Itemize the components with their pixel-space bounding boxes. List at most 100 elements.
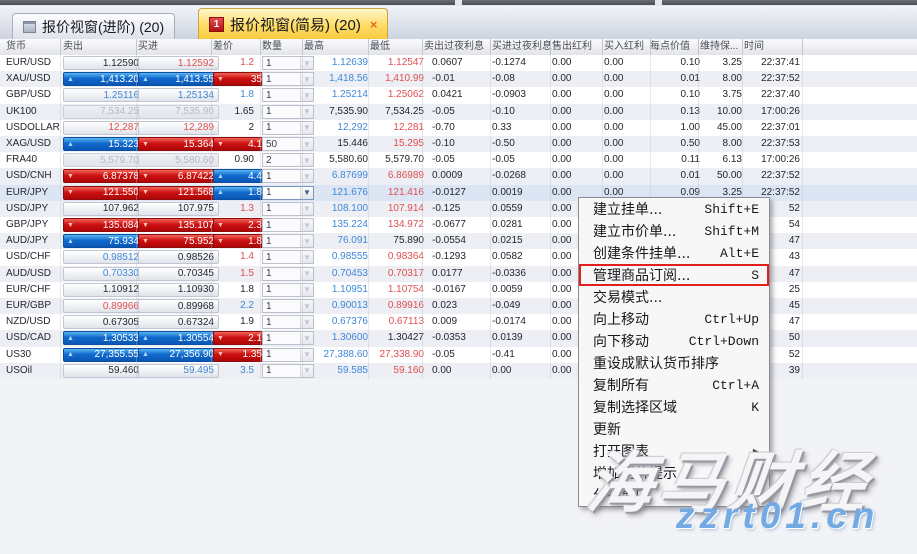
sell-price-cell[interactable]: ▲ 1.30533 bbox=[63, 331, 144, 346]
sell-price-cell[interactable]: ▲ 1,413.20 bbox=[63, 72, 144, 87]
quantity-dropdown[interactable]: 1 ▼ bbox=[262, 315, 314, 330]
column-header-sell-dividend[interactable]: 售出红利 bbox=[552, 41, 592, 52]
menu-item[interactable]: 更新 bbox=[579, 418, 769, 440]
tab-quote-window-advanced[interactable]: 报价视窗(进阶) (20) bbox=[12, 13, 176, 39]
table-row[interactable]: EUR/USD 1.12590 1.12592 1.2 1 ▼ 1.12639 1.12547… bbox=[0, 55, 917, 72]
buy-price-cell[interactable]: ▼ 15.364 bbox=[138, 137, 219, 151]
buy-price-cell[interactable]: 1.10930 bbox=[138, 282, 219, 297]
column-header-margin[interactable]: 维持保... bbox=[700, 41, 739, 52]
table-row[interactable]: USD/JPY 107.962 107.975 1.3 1 ▼ 108.100 107.914… bbox=[0, 200, 917, 217]
menu-item[interactable]: 建立市价单... Shift+M bbox=[579, 220, 769, 242]
quantity-dropdown[interactable]: 1 ▼ bbox=[262, 250, 314, 265]
column-header-symbol[interactable]: 货币 bbox=[6, 41, 26, 52]
buy-price-cell[interactable]: ▲ 1,413.55 bbox=[138, 72, 219, 87]
quantity-dropdown[interactable]: 1 ▼ bbox=[262, 331, 314, 346]
table-row[interactable]: AUD/JPY ▲ 75.934 ▼ 75.952 ▼ 1.8 1 ▼ 76.091 75.890-… bbox=[0, 233, 917, 250]
buy-price-cell[interactable]: ▼ 121.568 bbox=[138, 185, 219, 200]
table-row[interactable]: UK100 7,534.25 7,535.90 1.65 1 ▼ 7,535.90 7,534… bbox=[0, 103, 917, 120]
menu-item[interactable]: 向下移动 Ctrl+Down bbox=[579, 330, 769, 352]
table-row[interactable]: USD/CNH ▼ 6.87378 ▼ 6.87422 ▲ 4.4 1 ▼ 6.87699 6.86… bbox=[0, 168, 917, 185]
menu-item[interactable]: 打开图表 ▶ bbox=[579, 440, 769, 462]
table-row[interactable]: US30 ▲ 27,355.55 ▲ 27,356.90 ▼ 1.35 1 ▼ 27,388.60… bbox=[0, 346, 917, 363]
buy-price-cell[interactable]: 107.975 bbox=[138, 201, 219, 216]
column-header-sell[interactable]: 卖出 bbox=[63, 41, 83, 52]
menu-item[interactable]: 管理商品订阅... S bbox=[579, 264, 769, 286]
sell-price-cell[interactable]: ▼ 135.084 bbox=[63, 218, 144, 232]
sell-price-cell[interactable]: 0.70330 bbox=[63, 266, 144, 281]
column-header-buy[interactable]: 买进 bbox=[138, 41, 158, 52]
quantity-dropdown[interactable]: 1 ▼ bbox=[262, 363, 314, 378]
quantity-dropdown[interactable]: 1 ▼ bbox=[262, 201, 314, 216]
menu-item[interactable]: 向上移动 Ctrl+Up bbox=[579, 308, 769, 330]
table-row[interactable]: XAU/USD ▲ 1,413.20 ▲ 1,413.55 ▼ 35 1 ▼ 1,418.56 1,… bbox=[0, 71, 917, 88]
buy-price-cell[interactable]: 0.89968 bbox=[138, 299, 219, 313]
table-row[interactable]: USOil 59.460 59.495 3.5 1 ▼ 59.585 59.160 0.00 0.… bbox=[0, 362, 917, 379]
buy-price-cell[interactable]: 0.98526 bbox=[138, 250, 219, 265]
column-header-high[interactable]: 最高 bbox=[304, 41, 324, 52]
column-header-sell-interest[interactable]: 卖出过夜利息 bbox=[424, 41, 484, 52]
sell-price-cell[interactable]: ▼ 121.550 bbox=[63, 185, 144, 200]
table-row[interactable]: EUR/GBP 0.89966 0.89968 2.2 1 ▼ 0.90013 0.89916… bbox=[0, 298, 917, 315]
column-header-spread[interactable]: 差价 bbox=[213, 41, 233, 52]
buy-price-cell[interactable]: 1.12592 bbox=[138, 56, 219, 70]
quantity-dropdown[interactable]: 1 ▼ bbox=[262, 120, 314, 135]
menu-item[interactable]: 建立挂单... Shift+E bbox=[579, 198, 769, 220]
sell-price-cell[interactable]: 107.962 bbox=[63, 201, 144, 216]
buy-price-cell[interactable]: ▼ 6.87422 bbox=[138, 169, 219, 184]
table-row[interactable]: GBP/JPY ▼ 135.084 ▼ 135.107 ▼ 2.3 1 ▼ 135.224 134.… bbox=[0, 217, 917, 234]
sell-price-cell[interactable]: 1.12590 bbox=[63, 56, 144, 70]
sell-price-cell[interactable]: 5,579.70 bbox=[63, 153, 144, 168]
menu-item[interactable]: 创建条件挂单... Alt+E bbox=[579, 242, 769, 264]
sell-price-cell[interactable]: 0.98512 bbox=[63, 250, 144, 265]
column-header-time[interactable]: 时间 bbox=[744, 41, 764, 52]
buy-price-cell[interactable]: ▼ 135.107 bbox=[138, 218, 219, 232]
sell-price-cell[interactable]: ▼ 6.87378 bbox=[63, 169, 144, 184]
buy-price-cell[interactable]: ▲ 1.30554 bbox=[138, 331, 219, 346]
quantity-dropdown[interactable]: 1 ▼ bbox=[262, 72, 314, 87]
buy-price-cell[interactable]: 0.70345 bbox=[138, 266, 219, 281]
quantity-dropdown[interactable]: 1 ▼ bbox=[262, 169, 314, 184]
sell-price-cell[interactable]: ▲ 15.323 bbox=[63, 137, 144, 151]
quantity-dropdown[interactable]: 1 ▼ bbox=[262, 347, 314, 362]
sell-price-cell[interactable]: ▲ 75.934 bbox=[63, 234, 144, 249]
menu-item[interactable]: 复制所有 Ctrl+A bbox=[579, 374, 769, 396]
buy-price-cell[interactable]: 0.67324 bbox=[138, 315, 219, 330]
quantity-dropdown[interactable]: 1 ▼ bbox=[262, 56, 314, 70]
quantity-dropdown[interactable]: 2 ▼ bbox=[262, 153, 314, 168]
buy-price-cell[interactable]: 12,289 bbox=[138, 120, 219, 135]
buy-price-cell[interactable]: ▼ 75.952 bbox=[138, 234, 219, 249]
quantity-dropdown[interactable]: 1 ▼ bbox=[262, 266, 314, 281]
table-row[interactable]: USD/CHF 0.98512 0.98526 1.4 1 ▼ 0.98555 0.98364… bbox=[0, 249, 917, 266]
buy-price-cell[interactable]: ▲ 27,356.90 bbox=[138, 347, 219, 362]
sell-price-cell[interactable]: 0.67305 bbox=[63, 315, 144, 330]
column-header-buy-dividend[interactable]: 买入红利 bbox=[604, 41, 644, 52]
sell-price-cell[interactable]: ▲ 27,355.55 bbox=[63, 347, 144, 362]
quantity-dropdown[interactable]: 1 ▼ bbox=[262, 185, 314, 200]
buy-price-cell[interactable]: 5,580.60 bbox=[138, 153, 219, 168]
sell-price-cell[interactable]: 12,287 bbox=[63, 120, 144, 135]
table-row[interactable]: USD/CAD ▲ 1.30533 ▲ 1.30554 ▼ 2.1 1 ▼ 1.30600 1.30… bbox=[0, 330, 917, 347]
table-row[interactable]: NZD/USD 0.67305 0.67324 1.9 1 ▼ 0.67376 0.67113… bbox=[0, 314, 917, 331]
column-header-pip-value[interactable]: 每点价值 bbox=[650, 41, 690, 52]
sell-price-cell[interactable]: 7,534.25 bbox=[63, 104, 144, 119]
menu-item[interactable]: 分拆窗口 bbox=[579, 484, 769, 506]
column-header-low[interactable]: 最低 bbox=[370, 41, 390, 52]
quantity-dropdown[interactable]: 1 ▼ bbox=[262, 88, 314, 103]
sell-price-cell[interactable]: 1.25116 bbox=[63, 88, 144, 103]
quantity-dropdown[interactable]: 1 ▼ bbox=[262, 234, 314, 249]
close-icon[interactable]: × bbox=[369, 16, 378, 32]
table-row[interactable]: EUR/CHF 1.10912 1.10930 1.8 1 ▼ 1.10951 1.10754… bbox=[0, 281, 917, 298]
table-row[interactable]: GBP/USD 1.25116 1.25134 1.8 1 ▼ 1.25214 1.25062… bbox=[0, 87, 917, 104]
table-row[interactable]: EUR/JPY ▼ 121.550 ▼ 121.568 ▲ 1.8 1 ▼ 121.676 121.… bbox=[0, 184, 917, 201]
quantity-dropdown[interactable]: 1 ▼ bbox=[262, 282, 314, 297]
quantity-dropdown[interactable]: 1 ▼ bbox=[262, 218, 314, 232]
table-row[interactable]: USDOLLAR 12,287 12,289 2 1 ▼ 12,292 12,281 -0.70… bbox=[0, 119, 917, 136]
menu-item[interactable]: 复制选择区域 K bbox=[579, 396, 769, 418]
buy-price-cell[interactable]: 7,535.90 bbox=[138, 104, 219, 119]
quantity-dropdown[interactable]: 50 ▼ bbox=[262, 137, 314, 151]
menu-item[interactable]: 重设成默认货币排序 bbox=[579, 352, 769, 374]
menu-item[interactable]: 交易模式... bbox=[579, 286, 769, 308]
buy-price-cell[interactable]: 1.25134 bbox=[138, 88, 219, 103]
table-row[interactable]: AUD/USD 0.70330 0.70345 1.5 1 ▼ 0.70453 0.70317… bbox=[0, 265, 917, 282]
quantity-dropdown[interactable]: 1 ▼ bbox=[262, 299, 314, 313]
